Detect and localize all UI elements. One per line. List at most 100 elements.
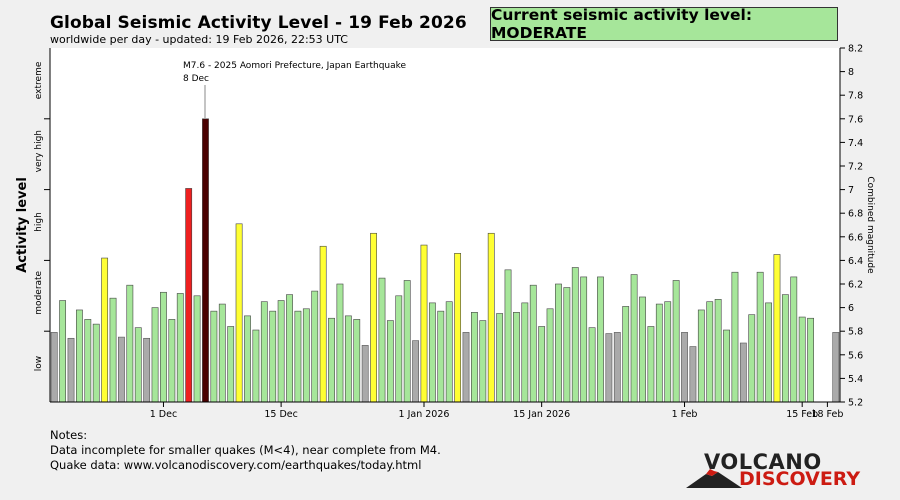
y-tick-label: 6.6 <box>848 232 863 243</box>
bar-daily <box>260 301 268 403</box>
bar-daily <box>630 274 638 403</box>
bar-daily <box>580 276 588 403</box>
bar-daily <box>277 300 285 403</box>
bar-daily <box>202 118 209 403</box>
bar-daily <box>697 309 705 403</box>
bar-minor <box>143 337 151 403</box>
bar-daily <box>454 253 462 403</box>
bar-daily <box>126 284 134 403</box>
level-label: extreme <box>34 61 44 99</box>
bar-daily <box>428 302 436 403</box>
activity-level-badge: Current seismic activity level: MODERATE <box>490 6 838 42</box>
bar-daily <box>622 306 630 403</box>
y-tick-label: 5.4 <box>848 374 863 385</box>
y-tick-label: 6.2 <box>848 280 863 291</box>
bar-daily <box>546 308 554 403</box>
bar-daily <box>756 271 764 403</box>
y-tick-label: 6.4 <box>848 256 863 267</box>
level-label: low <box>34 356 44 371</box>
y-axis-title-left: Activity level <box>15 177 30 273</box>
bar-daily <box>781 294 789 403</box>
bar-daily <box>395 295 403 403</box>
bar-daily <box>563 287 571 403</box>
bar-daily <box>386 320 394 403</box>
bar-daily <box>479 320 487 403</box>
notes-line-2: Quake data: www.volcanodiscovery.com/ear… <box>50 458 422 472</box>
annotation-date: 8 Dec <box>183 74 209 84</box>
bar-daily <box>151 307 159 403</box>
bar-daily <box>639 296 646 403</box>
bar-daily <box>513 312 520 403</box>
bar-daily <box>134 327 142 403</box>
bar-daily <box>798 316 806 403</box>
bar-minor <box>681 332 688 403</box>
bar-daily <box>370 232 377 403</box>
bar-daily <box>723 329 730 403</box>
bar-daily <box>571 267 579 403</box>
bar-daily <box>218 303 226 403</box>
bar-daily <box>286 294 293 403</box>
volcano-icon <box>686 469 742 488</box>
bar-daily <box>210 310 218 403</box>
bar-daily <box>672 280 680 403</box>
bar-daily <box>109 297 117 403</box>
level-label: moderate <box>34 270 44 314</box>
bar-daily <box>160 291 167 403</box>
bar-daily <box>664 301 672 403</box>
bar-minor <box>118 336 125 403</box>
bar-daily <box>529 284 537 403</box>
bar-daily <box>244 315 251 403</box>
x-tick-label: 15 Jan 2026 <box>513 409 570 420</box>
bar-daily <box>487 232 495 403</box>
y-tick-label: 7.2 <box>848 162 863 173</box>
bar-daily <box>471 312 478 403</box>
bar-daily <box>807 317 814 403</box>
x-tick-label: 15 Feb <box>786 409 818 420</box>
bar-daily <box>765 302 772 403</box>
x-tick-label: 18 Feb <box>811 409 843 420</box>
bar-minor <box>50 332 58 403</box>
chart-subtitle: worldwide per day - updated: 19 Feb 2026… <box>50 33 348 46</box>
bar-daily <box>328 317 335 403</box>
bar-minor <box>613 332 621 403</box>
bar-daily <box>252 329 260 403</box>
y-tick-label: 5.8 <box>848 327 863 338</box>
bar-daily <box>294 310 302 403</box>
bar-daily <box>353 319 361 403</box>
y-tick-label: 6.8 <box>848 209 863 220</box>
bar-daily <box>168 319 176 403</box>
bar-daily <box>748 314 756 403</box>
bar-daily <box>496 313 504 403</box>
y-tick-label: 8.2 <box>848 44 863 55</box>
bar-daily <box>311 290 319 403</box>
notes-block: Notes: Data incomplete for smaller quake… <box>50 428 441 473</box>
bar-daily <box>437 310 445 403</box>
bar-daily <box>538 326 546 403</box>
bar-minor <box>605 333 613 403</box>
bar-daily <box>84 319 92 403</box>
bar-daily <box>714 299 722 403</box>
bar-daily <box>344 315 352 403</box>
bar-daily <box>269 310 277 403</box>
y-tick-label: 8 <box>848 67 854 78</box>
x-tick-label: 1 Jan 2026 <box>399 409 450 420</box>
bar-minor <box>412 340 419 403</box>
bar-daily <box>378 277 386 403</box>
bar-minor <box>739 342 747 403</box>
bar-daily <box>706 301 714 403</box>
bar-daily <box>336 283 344 403</box>
bar-daily <box>790 276 798 403</box>
bar-daily <box>227 326 235 403</box>
chart-title: Global Seismic Activity Level - 19 Feb 2… <box>50 13 467 33</box>
level-label: high <box>34 212 44 232</box>
bar-daily <box>319 245 327 403</box>
bar-daily <box>92 323 100 403</box>
bar-daily <box>235 223 243 403</box>
bar-daily <box>655 303 663 403</box>
bar-daily <box>403 280 411 403</box>
bar-daily <box>445 301 453 403</box>
bar-daily <box>193 295 201 403</box>
bar-daily <box>59 300 67 403</box>
y-tick-label: 6 <box>848 303 854 314</box>
bar-daily <box>504 269 512 403</box>
